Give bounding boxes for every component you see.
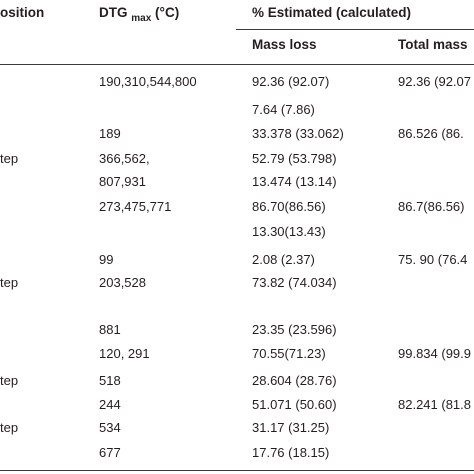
cell-mass-loss: 33.378 (33.062) xyxy=(252,126,344,141)
cell-dtg-max: 273,475,771 xyxy=(99,199,172,214)
cell-mass-loss: 51.071 (50.60) xyxy=(252,397,337,412)
cell-mass-loss: 13.30(13.43) xyxy=(252,224,326,239)
cell-mass-loss: 13.474 (13.14) xyxy=(252,174,337,189)
cell-dtg-max: 518 xyxy=(99,373,121,388)
header-dtg-subscript: max xyxy=(131,13,152,24)
cell-mass-loss: 86.70(86.56) xyxy=(252,199,326,214)
header-mass-loss: Mass loss xyxy=(252,37,317,52)
cell-dtg-max: 366,562, xyxy=(99,151,150,166)
cell-mass-loss: 17.76 (18.15) xyxy=(252,445,330,460)
cell-dtg-max: 244 xyxy=(99,397,121,412)
cell-composition: tep xyxy=(0,373,19,388)
cell-composition: tep xyxy=(0,420,19,435)
cell-mass-loss: 2.08 (2.37) xyxy=(252,252,315,267)
header-estimated: % Estimated (calculated) xyxy=(252,5,412,20)
cell-composition: tep xyxy=(0,151,19,166)
cell-dtg-max: 190,310,544,800 xyxy=(99,74,197,89)
cell-mass-loss: 7.64 (7.86) xyxy=(252,102,315,117)
header-composition: osition xyxy=(0,5,45,20)
cell-dtg-max: 120, 291 xyxy=(99,346,150,361)
cell-mass-loss: 92.36 (92.07) xyxy=(252,74,330,89)
cell-dtg-max: 534 xyxy=(99,420,121,435)
cell-mass-loss: 70.55(71.23) xyxy=(252,346,326,361)
cell-total-mass: 99.834 (99.9 xyxy=(398,346,472,361)
cell-composition: tep xyxy=(0,275,19,290)
header-divider-top xyxy=(236,29,474,30)
header-dtg-unit: (°C) xyxy=(155,5,180,20)
header-dtg-label: DTG xyxy=(99,5,128,20)
cell-mass-loss: 31.17 (31.25) xyxy=(252,420,330,435)
header-dtg-max: DTG max (°C) xyxy=(99,5,180,24)
table-bottom-rule xyxy=(0,470,474,471)
cell-dtg-max: 189 xyxy=(99,126,121,141)
cell-total-mass: 86.7(86.56) xyxy=(398,199,465,214)
cell-mass-loss: 28.604 (28.76) xyxy=(252,373,337,388)
cell-dtg-max: 203,528 xyxy=(99,275,146,290)
header-total-mass: Total mass xyxy=(398,37,468,52)
cell-total-mass: 82.241 (81.8 xyxy=(398,397,472,412)
cell-total-mass: 75. 90 (76.4 xyxy=(398,252,468,267)
cell-mass-loss: 23.35 (23.596) xyxy=(252,322,337,337)
cell-dtg-max: 677 xyxy=(99,445,121,460)
cell-total-mass: 92.36 (92.07 xyxy=(398,74,472,89)
cell-dtg-max: 807,931 xyxy=(99,174,146,189)
cell-mass-loss: 52.79 (53.798) xyxy=(252,151,337,166)
cell-dtg-max: 881 xyxy=(99,322,121,337)
cell-mass-loss: 73.82 (74.034) xyxy=(252,275,337,290)
header-divider-bottom xyxy=(0,64,474,65)
cell-dtg-max: 99 xyxy=(99,252,114,267)
cell-total-mass: 86.526 (86. xyxy=(398,126,464,141)
